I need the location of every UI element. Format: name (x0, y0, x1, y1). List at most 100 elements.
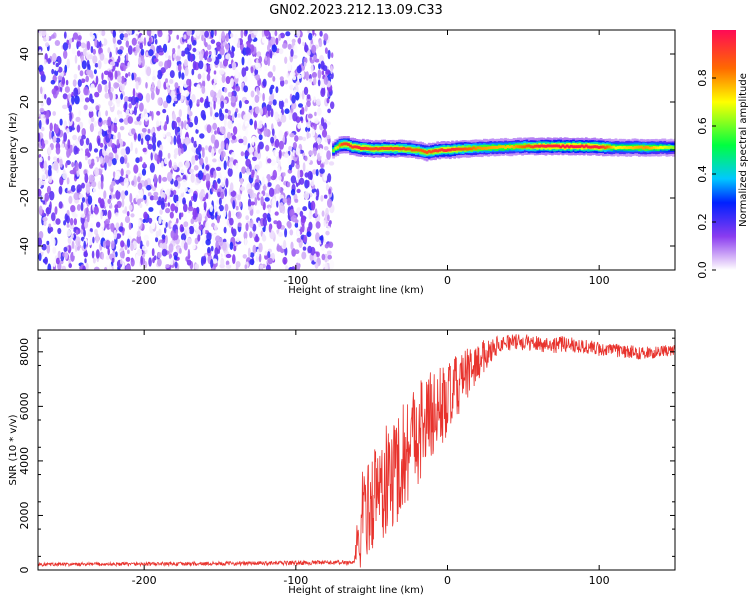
noise-cell (184, 226, 190, 237)
noise-cell (266, 204, 272, 209)
noise-cell (49, 122, 53, 132)
noise-cell (128, 103, 132, 109)
noise-cell (115, 212, 119, 217)
noise-cell (265, 225, 269, 234)
noise-cell (299, 210, 304, 217)
noise-cell (192, 47, 197, 53)
noise-cell (304, 104, 308, 112)
noise-cell (265, 192, 270, 198)
noise-cell (233, 245, 237, 252)
noise-cell (102, 240, 107, 249)
noise-cell (151, 248, 155, 257)
noise-cell (158, 196, 162, 204)
noise-cell (102, 119, 109, 126)
noise-cell (242, 135, 248, 146)
noise-cell (321, 253, 326, 261)
noise-cell (105, 148, 111, 154)
colorbar-ticks: 0.0 0.2 0.4 0.6 0.8 (696, 69, 716, 279)
noise-cell (89, 31, 93, 37)
noise-cell (97, 59, 102, 70)
signal-cell (374, 147, 378, 150)
noise-cell (146, 184, 152, 191)
noise-cell (145, 82, 148, 89)
noise-cell (104, 161, 107, 171)
noise-cell (181, 120, 184, 130)
noise-cell (310, 59, 315, 64)
noise-cell (63, 246, 68, 253)
noise-cell (156, 120, 160, 128)
noise-cell (73, 87, 79, 98)
noise-cell (206, 124, 212, 134)
signal-cell (398, 147, 401, 151)
noise-cell (129, 30, 132, 35)
noise-cell (38, 237, 43, 247)
noise-cell (53, 156, 58, 161)
noise-cell (150, 152, 153, 161)
noise-cell (183, 186, 188, 193)
noise-cell (241, 77, 244, 82)
noise-cell (208, 50, 212, 55)
noise-cell (191, 155, 196, 165)
noise-cell (175, 201, 179, 208)
y-tick-label: -20 (18, 189, 31, 207)
noise-cell (88, 54, 93, 60)
noise-cell (95, 233, 100, 244)
noise-cell (50, 237, 56, 247)
noise-cell (205, 239, 211, 246)
noise-cell (176, 34, 179, 40)
noise-cell (75, 116, 81, 122)
noise-cell (64, 213, 69, 222)
noise-cell (68, 38, 73, 44)
signal-cell (557, 144, 560, 148)
noise-cell (284, 79, 289, 85)
signal-cell (483, 146, 486, 150)
noise-cell (123, 36, 129, 41)
noise-cell (241, 67, 247, 78)
noise-cell (93, 148, 99, 153)
noise-cell (156, 45, 161, 54)
noise-cell (70, 185, 76, 192)
noise-cell (178, 147, 181, 157)
spectrogram-x-ticks: -200 -100 0 100 (132, 30, 610, 287)
noise-cell (192, 243, 196, 250)
noise-cell (116, 216, 121, 223)
noise-cell (123, 33, 129, 38)
noise-cell (311, 128, 316, 137)
noise-cell (273, 220, 278, 225)
noise-cell (66, 128, 70, 134)
noise-cell (152, 76, 156, 81)
noise-cell (135, 157, 140, 164)
signal-cell (453, 148, 456, 151)
noise-cell (170, 257, 174, 266)
noise-cell (76, 124, 81, 133)
noise-cell (249, 105, 252, 111)
noise-cell (131, 128, 136, 135)
noise-cell (315, 242, 320, 247)
noise-cell (272, 76, 276, 82)
noise-cell (204, 30, 210, 38)
noise-cell (194, 154, 199, 161)
noise-cell (162, 219, 166, 225)
noise-cell (78, 150, 84, 155)
noise-cell (195, 48, 199, 58)
noise-cell (186, 259, 192, 266)
noise-cell (254, 106, 260, 115)
noise-cell (282, 256, 288, 265)
noise-cell (242, 254, 247, 259)
noise-cell (135, 44, 140, 53)
noise-cell (105, 240, 111, 246)
noise-cell (169, 211, 174, 219)
noise-cell (40, 180, 46, 186)
signal-cell (347, 143, 350, 146)
noise-cell (176, 218, 179, 224)
noise-cell (92, 257, 96, 264)
noise-cell (219, 47, 225, 56)
noise-cell (135, 253, 140, 264)
noise-cell (292, 54, 298, 59)
noise-cell (225, 253, 232, 259)
noise-cell (85, 137, 90, 146)
noise-cell (38, 252, 42, 262)
signal-cell (440, 148, 444, 152)
noise-cell (88, 106, 94, 112)
noise-cell (217, 191, 221, 198)
